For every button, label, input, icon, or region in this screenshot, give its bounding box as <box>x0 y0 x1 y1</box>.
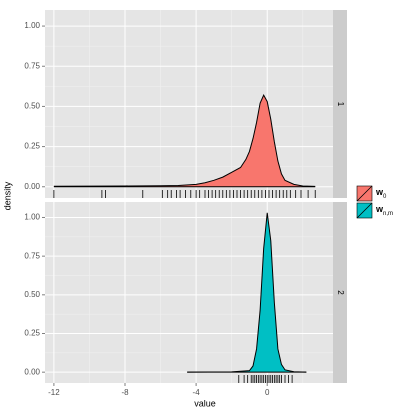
y-tick-label: 0.00 <box>24 367 40 376</box>
y-tick-label: 0.25 <box>24 329 40 338</box>
y-axis-label: density <box>2 181 12 210</box>
x-axis-label: value <box>194 398 216 408</box>
y-tick-label: 0.50 <box>24 290 40 299</box>
y-tick-label: 0.75 <box>24 251 40 260</box>
strip-label: 2 <box>336 290 345 295</box>
panel-background <box>45 202 333 383</box>
legend-name: w <box>375 204 384 214</box>
x-tick-label: -12 <box>48 388 60 397</box>
y-tick-label: 0.50 <box>24 102 40 111</box>
panel-background <box>45 10 333 198</box>
legend-key-line <box>356 185 373 202</box>
legend-label: wn,m <box>375 204 393 216</box>
x-tick-label: -8 <box>121 388 129 397</box>
y-tick-label: 0.00 <box>24 182 40 191</box>
strip <box>333 202 347 383</box>
y-tick-label: 1.00 <box>24 21 40 30</box>
density-line <box>53 94 316 187</box>
x-tick-label: -4 <box>193 388 201 397</box>
density-area <box>53 95 316 187</box>
legend-label: w0 <box>375 187 387 199</box>
legend-key-line <box>356 202 373 219</box>
x-tick-label: 0 <box>265 388 270 397</box>
legend-subscript: 0 <box>383 194 387 200</box>
legend-subscript: n,m <box>383 211 393 217</box>
y-tick-label: 0.25 <box>24 142 40 151</box>
strip-label: 1 <box>336 102 345 107</box>
y-tick-label: 1.00 <box>24 213 40 222</box>
density-line <box>187 212 307 373</box>
strip <box>333 10 347 198</box>
legend-name: w <box>375 187 384 197</box>
y-tick-label: 0.75 <box>24 61 40 70</box>
